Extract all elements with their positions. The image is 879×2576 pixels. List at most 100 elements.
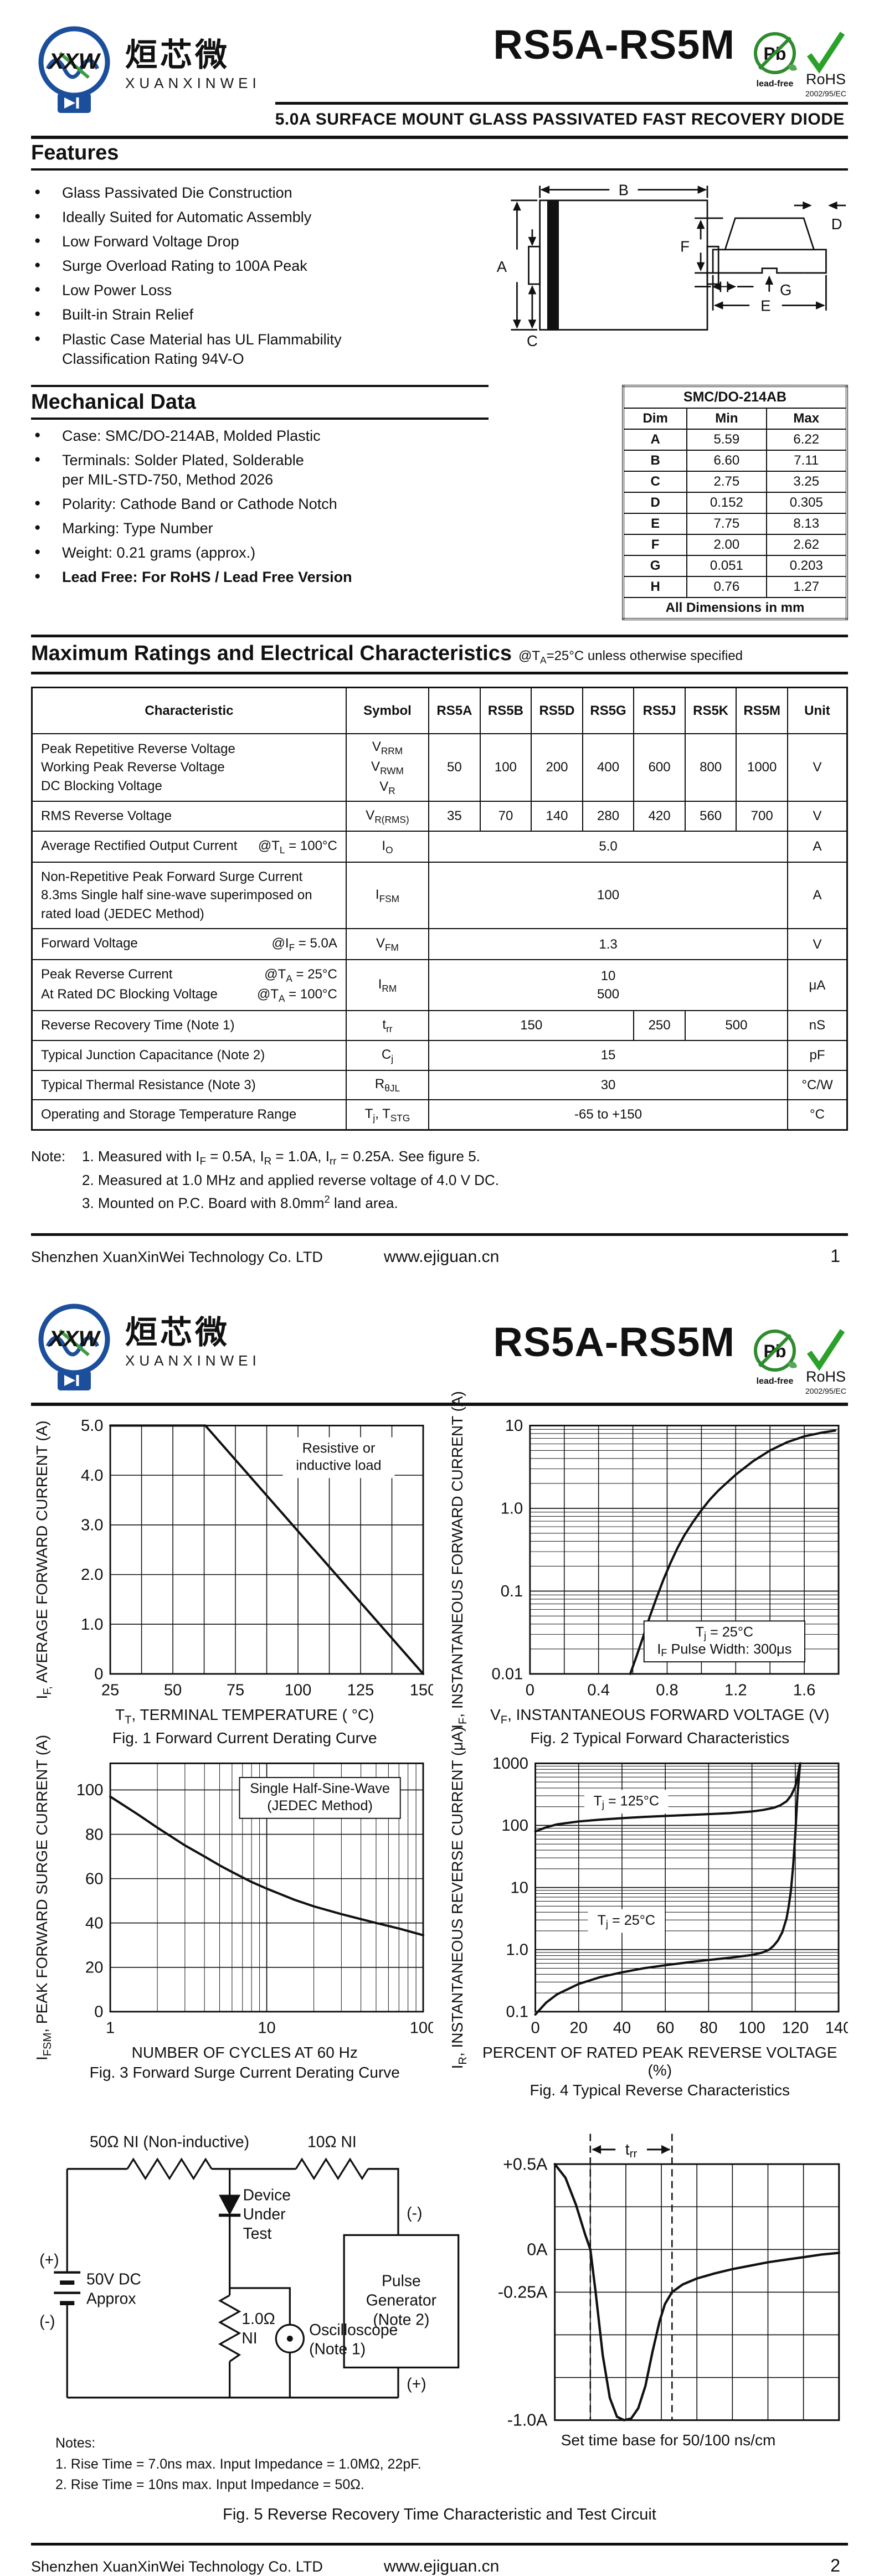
ratings-row: Non-Repetitive Peak Forward Surge Curren…	[31, 861, 848, 930]
trr-waveform: +0.5A 0A -0.25A -1.0A trr Set time base for …	[489, 2117, 848, 2449]
svg-text:120: 120	[782, 2019, 809, 2037]
dim-table-row: H 0.76 1.27	[622, 575, 848, 598]
fig3-caption: Fig. 3 Forward Surge Current Derating Cu…	[89, 2064, 400, 2082]
svg-text:0.1: 0.1	[506, 2003, 528, 2021]
svg-text:Tj = 25°C: Tj = 25°C	[597, 1913, 655, 1930]
ratings-row: Typical Junction Capacitance (Note 2) Cj 1…	[31, 1039, 848, 1071]
svg-text:5.0: 5.0	[81, 1417, 103, 1435]
fig4-x-axis-label: PERCENT OF RATED PEAK REVERSE VOLTAGE (%…	[482, 2044, 837, 2079]
feature-item: Glass Passivated Die Construction	[31, 183, 407, 203]
page2-footer: Shenzhen XuanXinWei Technology Co. LTD w…	[31, 2542, 848, 2576]
value-cell: 140	[531, 801, 583, 832]
svg-text:100: 100	[501, 1817, 528, 1835]
symbol-cell: IRM	[345, 959, 430, 1012]
datasheet-page-1: XXW 烜芯微 XUANXINWEI RS5A-RS5M Pb lead-fre…	[0, 24, 879, 1266]
fig4-caption: Fig. 4 Typical Reverse Characteristics	[530, 2082, 790, 2099]
characteristic-cell: Forward Voltage @IF = 5.0A	[31, 928, 347, 961]
unit-cell: V	[787, 733, 848, 802]
fig1-y-axis-label: IF, AVERAGE FORWARD CURRENT (A)	[33, 1420, 54, 1699]
ratings-col-header: Unit	[787, 687, 848, 735]
value-cell: 560	[684, 801, 737, 832]
feature-item: Low Power Loss	[31, 281, 407, 300]
dim-col-max: Max	[765, 407, 848, 430]
dim-label-f: F	[680, 238, 690, 255]
trr-waveform-plot: +0.5A 0A -0.25A -1.0A trr	[498, 2134, 840, 2430]
resistor-1ohm-ni-label: NI	[241, 2329, 257, 2347]
fig2-x-axis-label: VF, INSTANTANEOUS FORWARD VOLTAGE (V)	[490, 1706, 830, 1727]
symbol-cell: trr	[345, 1010, 430, 1041]
feature-item: Low Forward Voltage Drop	[31, 232, 407, 251]
dim-table-row: B 6.60 7.11	[622, 449, 848, 472]
svg-text:150: 150	[410, 1682, 433, 1699]
fig4-plot: Tj = 125°C Tj = 25°C 0 20 40 60 80 100 120 140 0.1…	[492, 1755, 848, 2037]
svg-text:4.0: 4.0	[81, 1467, 103, 1485]
ratings-col-header: Characteristic	[31, 687, 347, 735]
page1-footer: Shenzhen XuanXinWei Technology Co. LTD w…	[31, 1233, 848, 1266]
value-cell: 10 500	[428, 959, 788, 1012]
compliance-badges: Pb lead-free RoHS 2002/95/EC	[754, 32, 846, 98]
svg-text:0: 0	[94, 2003, 103, 2021]
value-cell: 70	[479, 801, 532, 832]
page-title: RS5A-RS5M	[493, 1319, 735, 1366]
svg-text:40: 40	[85, 1914, 103, 1932]
value-cell: 5.0	[428, 830, 788, 863]
resistor-1ohm-label: 1.0Ω	[241, 2310, 275, 2327]
feature-item: Plastic Case Material has UL Flammabilit…	[31, 330, 407, 369]
svg-text:100: 100	[285, 1682, 312, 1699]
symbol-cell: VRRM VRWM VR	[345, 733, 430, 802]
svg-text:0: 0	[525, 1682, 534, 1699]
package-outline-diagram: B A C D E F G H	[496, 182, 846, 349]
characteristic-charts: IF, AVERAGE FORWARD CURRENT (A) Resistiv…	[31, 1391, 848, 2105]
mechanical-item: Case: SMC/DO-214AB, Molded Plastic	[31, 426, 489, 446]
unit-cell: A	[787, 861, 848, 930]
svg-text:Resistive or: Resistive or	[302, 1441, 376, 1456]
value-cell: 1000	[736, 733, 788, 802]
characteristic-cell: RMS Reverse Voltage	[31, 801, 347, 832]
svg-text:3.0: 3.0	[81, 1517, 103, 1534]
svg-text:1: 1	[106, 2019, 115, 2037]
oscilloscope-label: Oscilloscope	[309, 2321, 398, 2338]
ratings-col-header: RS5B	[479, 687, 532, 735]
svg-text:20: 20	[85, 1959, 103, 1976]
value-cell: 100	[479, 733, 532, 802]
ratings-title-note: @TA=25°C unless otherwise specified	[518, 648, 743, 666]
unit-cell: nS	[787, 1010, 848, 1041]
svg-text:10: 10	[510, 1879, 528, 1897]
value-cell: 150	[428, 1010, 635, 1041]
mechanical-divider	[31, 384, 489, 387]
unit-cell: °C	[787, 1099, 848, 1131]
value-cell: 1.3	[428, 928, 788, 961]
ratings-heading: Maximum Ratings and Electrical Character…	[31, 634, 848, 674]
ratings-col-header: RS5J	[633, 687, 686, 735]
timebase-caption: Set time base for 50/100 ns/cm	[561, 2431, 776, 2449]
dim-table-footer: All Dimensions in mm	[623, 596, 847, 620]
svg-text:0.8: 0.8	[656, 1682, 678, 1699]
symbol-cell: VR(RMS)	[345, 801, 430, 832]
svg-text:0: 0	[531, 2019, 539, 2037]
value-cell: 280	[582, 801, 635, 832]
note-line: 2. Measured at 1.0 MHz and applied rever…	[82, 1171, 499, 1188]
footer-website: www.ejiguan.cn	[383, 2557, 500, 2575]
resistor-50ohm-label: 50Ω NI (Non-inductive)	[90, 2133, 249, 2151]
fig4-typical-reverse-characteristics: IR, INSTANTANEOUS REVERSE CURRENT (μA) T…	[446, 1727, 848, 2105]
header-divider	[31, 136, 848, 139]
svg-text:75: 75	[227, 1682, 244, 1699]
svg-text:60: 60	[656, 2019, 674, 2037]
value-cell: 30	[428, 1069, 788, 1101]
ratings-row: Average Rectified Output Current @TL = 10…	[31, 830, 848, 863]
company-logo-icon: XXW	[38, 1304, 110, 1391]
footer-page-number: 2	[830, 2555, 840, 2575]
fig2-caption: Fig. 2 Typical Forward Characteristics	[530, 1729, 790, 1746]
dim-label-g: G	[780, 281, 791, 298]
page-subtitle: 5.0A SURFACE MOUNT GLASS PASSIVATED FAST…	[275, 110, 845, 128]
pulse-generator-label-3: (Note 2)	[373, 2310, 429, 2328]
unit-cell: V	[787, 801, 848, 832]
brand-name-cn: 烜芯微	[125, 37, 230, 73]
rohs-caption: 2002/95/EC	[805, 89, 846, 98]
characteristic-cell: Non-Repetitive Peak Forward Surge Curren…	[31, 861, 347, 930]
ratings-row: Typical Thermal Resistance (Note 3) RθJL 3…	[31, 1069, 848, 1101]
pg-minus-label: (-)	[407, 2204, 422, 2222]
mechanical-title: Mechanical Data	[31, 388, 489, 420]
page1-header: XXW 烜芯微 XUANXINWEI RS5A-RS5M Pb lead-fre…	[31, 24, 848, 129]
ratings-row: Peak Repetitive Reverse Voltage Working P…	[31, 733, 848, 802]
